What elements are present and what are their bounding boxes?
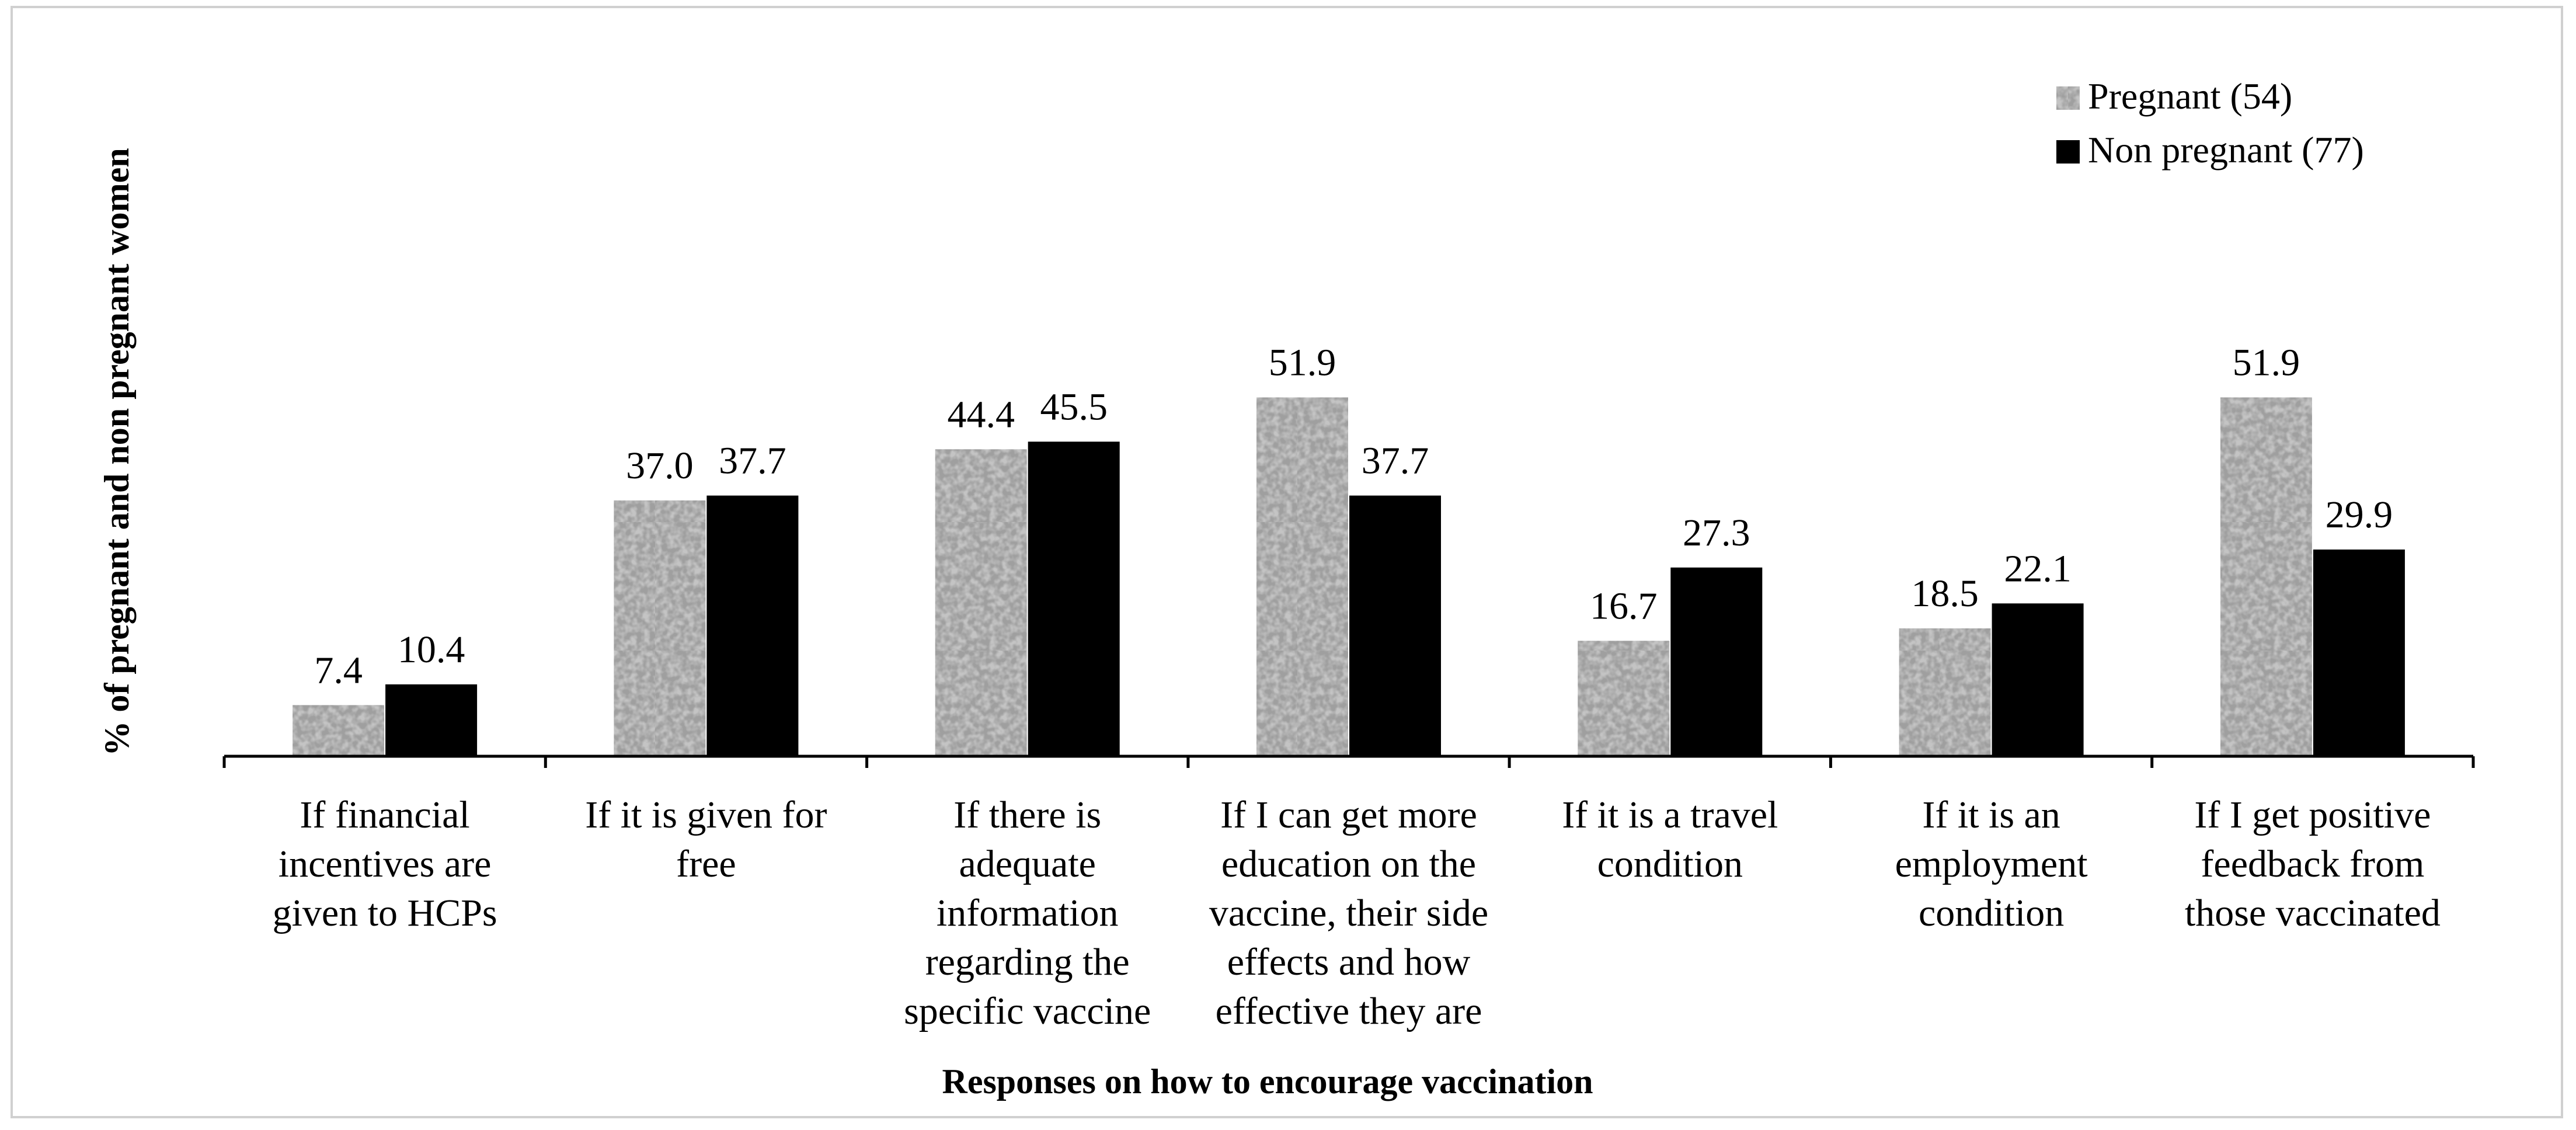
bar-chart: 7.4 10.4 37.0 37.7 44.4 45.5 51.9 37.7 16.7 27.3 1… — [98, 75, 2475, 1101]
x-tick-label-line: specific vaccine — [904, 990, 1151, 1032]
x-tick-label-line: employment — [1895, 843, 2088, 885]
data-label-non-pregnant-7: 29.9 — [2326, 493, 2393, 536]
legend-label-pregnant: Pregnant (54) — [2088, 75, 2292, 117]
x-tick-label-line: vaccine, their side — [1209, 892, 1488, 934]
bar-pregnant-4 — [1256, 397, 1348, 756]
legend-label-non-pregnant: Non pregnant (77) — [2088, 129, 2364, 171]
x-tick-label-line: those vaccinated — [2185, 892, 2441, 934]
x-tick-label-line: incentives are — [279, 843, 492, 885]
bar-pregnant-5 — [1578, 641, 1670, 756]
y-axis-title: % of pregnant and non pregnant women — [98, 148, 136, 756]
x-tick-label-line: If I get positive — [2194, 794, 2431, 836]
data-label-pregnant-2: 37.0 — [626, 444, 694, 487]
x-tick-label-line: condition — [1597, 843, 1743, 885]
data-label-pregnant-5: 16.7 — [1590, 585, 1658, 627]
bar-pregnant-2 — [614, 500, 706, 756]
x-tick-label-line: effects and how — [1227, 941, 1471, 983]
x-tick-label-line: education on the — [1221, 843, 1476, 885]
bar-non-pregnant-4 — [1349, 495, 1441, 756]
data-label-non-pregnant-6: 22.1 — [2004, 547, 2072, 590]
data-label-pregnant-7: 51.9 — [2233, 342, 2300, 384]
bar-pregnant-1 — [293, 705, 385, 756]
x-tick-label-5: If it is a travel condition — [1562, 794, 1778, 885]
x-tick-label-line: feedback from — [2201, 843, 2424, 885]
bar-non-pregnant-2 — [706, 495, 799, 756]
bar-non-pregnant-5 — [1670, 567, 1763, 756]
bar-pregnant-3 — [935, 449, 1027, 756]
x-tick-label-line: effective they are — [1216, 990, 1482, 1032]
bar-non-pregnant-3 — [1028, 441, 1120, 756]
data-label-non-pregnant-1: 10.4 — [398, 628, 465, 671]
x-tick-label-2: If it is given for free — [585, 794, 827, 885]
legend-swatch-non-pregnant — [2056, 140, 2080, 164]
bar-pregnant-6 — [1899, 628, 1991, 756]
bar-non-pregnant-6 — [1992, 603, 2084, 756]
bar-non-pregnant-7 — [2313, 550, 2405, 756]
x-tick-label-line: information — [937, 892, 1119, 934]
bar-non-pregnant-1 — [385, 684, 478, 756]
x-tick-label-line: adequate — [959, 843, 1096, 885]
x-tick-label-4: If I can get more education on the vaccine… — [1209, 794, 1488, 1032]
x-tick-label-line: regarding the — [925, 941, 1130, 983]
x-tick-label-3: If there is adequate information regarding … — [904, 794, 1151, 1032]
x-axis-title: Responses on how to encourage vaccinatio… — [942, 1062, 1593, 1101]
data-label-non-pregnant-2: 37.7 — [719, 440, 786, 482]
x-tick-label-6: If it is an employment condition — [1895, 794, 2088, 934]
x-tick-label-line: free — [676, 843, 736, 885]
x-tick-label-line: condition — [1919, 892, 2064, 934]
x-tick-label-line: If it is given for — [585, 794, 827, 836]
x-tick-label-line: If it is a travel — [1562, 794, 1778, 836]
data-label-pregnant-6: 18.5 — [1911, 572, 1979, 615]
chart-frame: 7.4 10.4 37.0 37.7 44.4 45.5 51.9 37.7 16.7 27.3 1… — [11, 6, 2563, 1118]
x-tick-label-line: given to HCPs — [273, 892, 497, 934]
data-label-pregnant-4: 51.9 — [1269, 342, 1336, 384]
data-label-non-pregnant-5: 27.3 — [1683, 512, 1750, 554]
x-tick-label-1: If financial incentives are given to HCPs — [273, 794, 497, 934]
x-tick-label-line: If I can get more — [1220, 794, 1477, 836]
bar-pregnant-7 — [2220, 397, 2312, 756]
legend-swatch-pregnant — [2056, 86, 2080, 110]
x-tick-label-line: If it is an — [1922, 794, 2060, 836]
data-label-non-pregnant-3: 45.5 — [1040, 385, 1108, 428]
data-label-pregnant-1: 7.4 — [314, 649, 363, 691]
x-tick-label-7: If I get positive feedback from those vacc… — [2185, 794, 2441, 934]
data-label-non-pregnant-4: 37.7 — [1362, 440, 1429, 482]
x-tick-label-line: If there is — [953, 794, 1101, 836]
x-tick-label-line: If financial — [300, 794, 469, 836]
data-label-pregnant-3: 44.4 — [947, 393, 1015, 436]
